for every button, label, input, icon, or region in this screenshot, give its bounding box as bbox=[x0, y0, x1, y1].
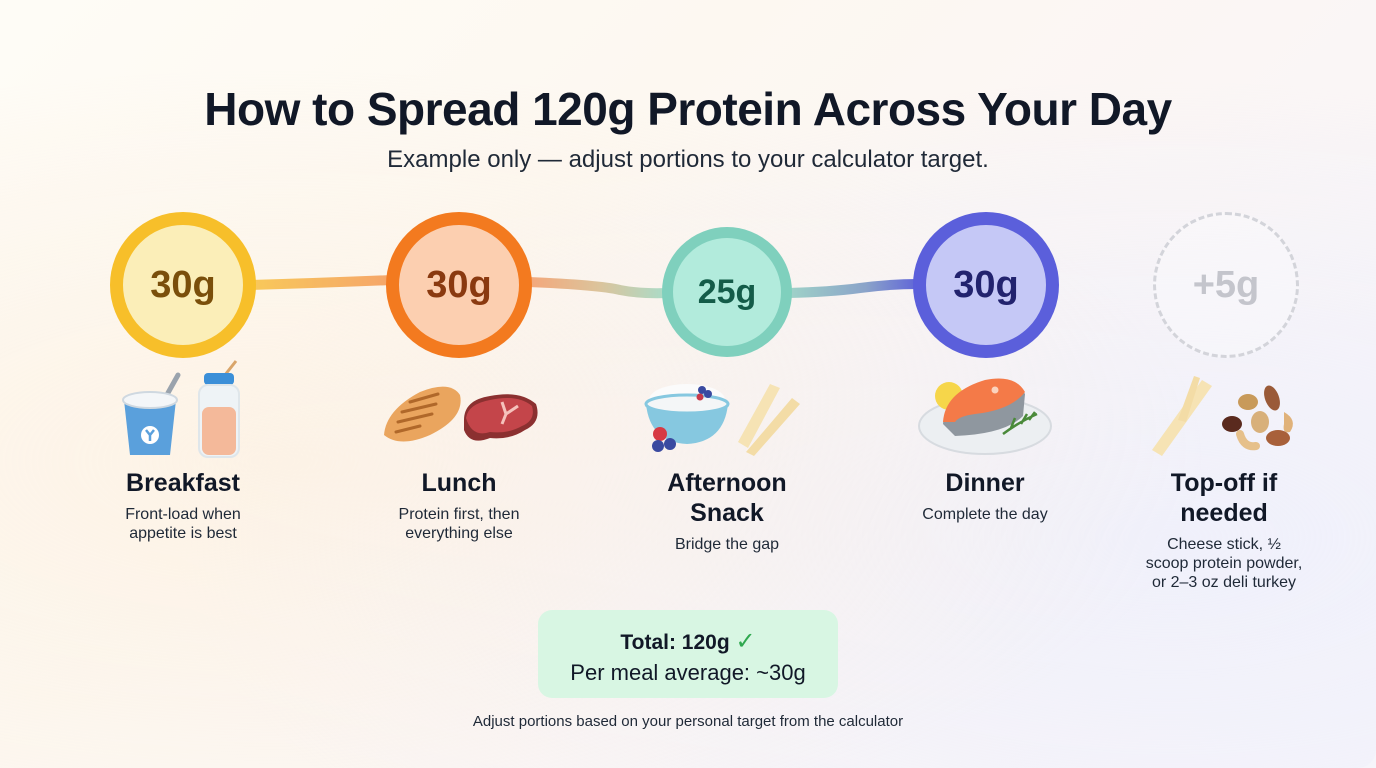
meal-desc-lunch: Protein first, then everything else bbox=[398, 506, 520, 542]
string-cheese-icon bbox=[738, 384, 800, 456]
average-text: Per meal average: ~30g bbox=[570, 660, 806, 685]
footnote: Adjust portions based on your personal t… bbox=[472, 713, 904, 730]
meal-name-breakfast: Breakfast bbox=[126, 469, 240, 497]
yogurt-and-shake-icon bbox=[122, 360, 240, 458]
string-cheese-and-nuts-icon bbox=[1152, 376, 1293, 456]
grilled-chicken-icon bbox=[384, 386, 461, 442]
meal-desc-breakfast: Front-load when appetite is best bbox=[125, 506, 241, 542]
meal-desc-afternoon-snack: Bridge the gap bbox=[674, 536, 780, 553]
topoff-amount: +5g bbox=[1192, 263, 1260, 306]
checkmark-icon: ✓ bbox=[735, 628, 756, 655]
meal-desc-topoff: Cheese stick, ½ scoop protein powder, or… bbox=[1145, 536, 1303, 591]
chicken-and-steak-icon bbox=[384, 386, 538, 442]
total-line: Total: 120g ✓ bbox=[538, 627, 838, 656]
mixed-nuts-icon bbox=[1222, 385, 1293, 451]
meal-desc-dinner: Complete the day bbox=[922, 506, 1048, 523]
string-cheese-icon bbox=[1152, 376, 1212, 456]
meal-name-topoff: Top-off if needed bbox=[1170, 469, 1278, 527]
meal-name-afternoon-snack: Afternoon Snack bbox=[667, 469, 787, 527]
meal-name-lunch: Lunch bbox=[421, 469, 497, 497]
yogurt-cup-icon bbox=[122, 372, 181, 455]
page-title: How to Spread 120g Protein Across Your D… bbox=[204, 83, 1172, 135]
topoff-protein-badge: +5g bbox=[1153, 212, 1299, 358]
breakfast-protein-badge: 30g bbox=[110, 212, 256, 358]
salmon-plate-icon bbox=[918, 378, 1052, 455]
page-subtitle: Example only — adjust portions to your c… bbox=[387, 146, 989, 173]
meal-name-dinner: Dinner bbox=[945, 469, 1025, 497]
lunch-protein-badge: 30g bbox=[386, 212, 532, 358]
total-text: Total: 120g bbox=[620, 631, 730, 654]
steak-icon bbox=[464, 394, 538, 441]
breakfast-amount: 30g bbox=[150, 263, 216, 306]
protein-shake-bottle-icon bbox=[198, 360, 240, 458]
snack-protein-badge: 25g bbox=[662, 227, 792, 357]
cottage-cheese-and-string-cheese-icon bbox=[644, 384, 800, 456]
snack-amount: 25g bbox=[697, 272, 757, 311]
lunch-amount: 30g bbox=[426, 263, 492, 306]
cottage-cheese-bowl-icon bbox=[644, 384, 730, 452]
total-summary-card: Total: 120g ✓ Per meal average: ~30g bbox=[538, 610, 838, 698]
dinner-protein-badge: 30g bbox=[913, 212, 1059, 358]
dinner-amount: 30g bbox=[953, 263, 1019, 306]
